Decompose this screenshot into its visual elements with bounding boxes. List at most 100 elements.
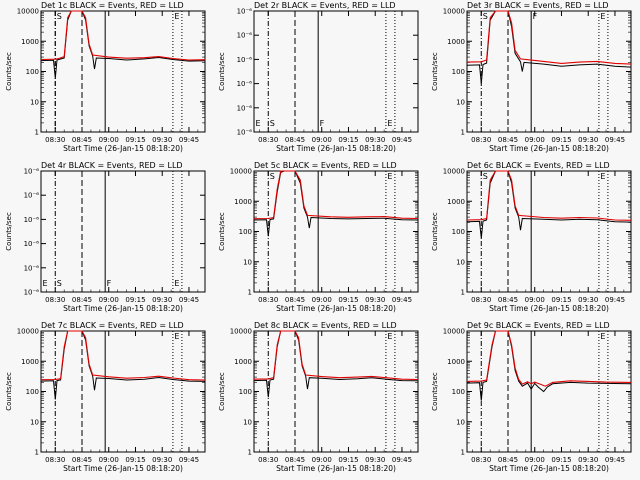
y-tick-label: 1 (248, 289, 252, 297)
time-marker-label: E (387, 172, 392, 181)
x-tick-label: 09:00 (312, 456, 332, 464)
x-tick-label: 08:30 (45, 136, 65, 144)
chart-panel: Det 8c BLACK = Events, RED = LLD 1 10 100 10… (218, 321, 419, 473)
y-tick-label: 10 (30, 98, 39, 106)
series-line (466, 170, 632, 221)
y-tick-label: 10 (456, 418, 465, 426)
chart-panel: Det 7c BLACK = Events, RED = LLD 1 10 100 10… (5, 321, 206, 473)
y-tick-label: 10⁻⁶ (237, 56, 253, 64)
time-marker-label: S (57, 12, 62, 21)
time-marker-label: E (174, 332, 179, 341)
time-marker-label: S (57, 279, 62, 288)
x-tick-label: 08:45 (72, 296, 92, 304)
x-axis-label: Start Time (26-Jan-15 08:18:20) (63, 304, 183, 313)
y-tick-label: 100 (239, 228, 252, 236)
y-tick-label: 10000 (443, 328, 465, 336)
chart-title: Det 7c BLACK = Events, RED = LLD (41, 321, 184, 330)
x-tick-label: 09:00 (99, 296, 119, 304)
x-axis-label: Start Time (26-Jan-15 08:18:20) (276, 464, 396, 473)
x-tick-label: 09:45 (179, 296, 199, 304)
y-tick-label: 10⁻⁶ (24, 216, 40, 224)
time-marker-label: E (387, 332, 392, 341)
x-tick-label: 08:30 (471, 296, 491, 304)
x-axis-label: Start Time (26-Jan-15 08:18:20) (63, 464, 183, 473)
y-tick-label: 1000 (21, 358, 39, 366)
x-tick-label: 09:15 (338, 456, 358, 464)
plot-frame (253, 330, 419, 453)
x-tick-label: 08:30 (258, 136, 278, 144)
time-marker-label: E (387, 119, 392, 128)
series-line (40, 10, 206, 61)
x-tick-label: 08:45 (285, 456, 305, 464)
y-tick-label: 1000 (21, 38, 39, 46)
plot-frame (40, 10, 206, 133)
series-line (466, 330, 632, 387)
series-line (253, 330, 419, 381)
series-line (466, 330, 632, 401)
y-axis-label: Counts/sec (431, 52, 439, 91)
x-tick-label: 09:00 (99, 136, 119, 144)
time-marker-label: S (270, 172, 275, 181)
chart-title: Det 6c BLACK = Events, RED = LLD (467, 161, 610, 170)
y-tick-label: 10⁻⁶ (24, 192, 40, 200)
series-line (466, 10, 632, 65)
y-tick-label: 1000 (447, 358, 465, 366)
x-tick-label: 09:30 (365, 136, 385, 144)
x-tick-label: 08:45 (285, 296, 305, 304)
x-axis-label: Start Time (26-Jan-15 08:18:20) (276, 144, 396, 153)
x-tick-label: 09:45 (605, 456, 625, 464)
x-tick-label: 09:45 (605, 296, 625, 304)
y-tick-label: 10000 (230, 168, 252, 176)
series-line (253, 170, 419, 220)
y-tick-label: 10 (243, 258, 252, 266)
y-axis-label: Counts/sec (218, 372, 226, 411)
x-tick-label: 09:15 (125, 136, 145, 144)
x-tick-label: 09:30 (365, 296, 385, 304)
y-tick-label: 1 (461, 289, 465, 297)
y-tick-label: 1000 (234, 198, 252, 206)
y-tick-label: 10⁻⁶ (237, 80, 253, 88)
x-tick-label: 09:45 (392, 136, 412, 144)
chart-title: Det 3r BLACK = Events, RED = LLD (467, 1, 609, 10)
series-line (466, 10, 632, 84)
y-tick-label: 10 (243, 418, 252, 426)
y-tick-label: 10000 (443, 168, 465, 176)
chart-title: Det 2r BLACK = Events, RED = LLD (254, 1, 396, 10)
x-tick-label: 09:30 (578, 296, 598, 304)
x-axis-label: Start Time (26-Jan-15 08:18:20) (63, 144, 183, 153)
x-tick-label: 09:30 (152, 456, 172, 464)
y-tick-label: 10⁻⁶ (237, 104, 253, 112)
y-axis-label: Counts/sec (431, 212, 439, 251)
chart-panel: Det 6c BLACK = Events, RED = LLD 1 10 100 10… (431, 161, 632, 313)
x-tick-label: 08:30 (471, 456, 491, 464)
y-tick-label: 10000 (230, 328, 252, 336)
x-tick-label: 08:30 (258, 456, 278, 464)
y-tick-label: 1 (248, 449, 252, 457)
x-axis-label: Start Time (26-Jan-15 08:18:20) (489, 464, 609, 473)
x-tick-label: 09:45 (179, 456, 199, 464)
y-tick-label: 1000 (234, 358, 252, 366)
y-tick-label: 10⁻⁶ (237, 8, 253, 16)
series-line (40, 330, 206, 381)
chart-title: Det 1c BLACK = Events, RED = LLD (41, 1, 184, 10)
x-tick-label: 09:30 (578, 136, 598, 144)
x-tick-label: 08:45 (498, 456, 518, 464)
plot-frame (466, 10, 632, 133)
time-marker-label: E (174, 279, 179, 288)
series-line (466, 170, 632, 239)
plot-frame (466, 170, 632, 293)
y-axis-label: Counts/sec (5, 212, 13, 251)
y-axis-label: Counts/sec (218, 212, 226, 251)
chart-panel: Det 1c BLACK = Events, RED = LLD 1 10 100 10… (5, 1, 206, 153)
chart-title: Det 4r BLACK = Events, RED = LLD (41, 161, 183, 170)
x-tick-label: 09:00 (525, 136, 545, 144)
x-tick-label: 09:00 (99, 456, 119, 464)
chart-panel: Det 3r BLACK = Events, RED = LLD 1 10 100 10… (431, 1, 632, 153)
x-tick-label: 09:30 (578, 456, 598, 464)
y-tick-label: 100 (452, 68, 465, 76)
x-tick-label: 08:30 (471, 136, 491, 144)
x-axis-label: Start Time (26-Jan-15 08:18:20) (276, 304, 396, 313)
y-tick-label: 10000 (17, 8, 39, 16)
y-tick-label: 10⁻⁶ (24, 240, 40, 248)
y-tick-label: 1 (461, 129, 465, 137)
